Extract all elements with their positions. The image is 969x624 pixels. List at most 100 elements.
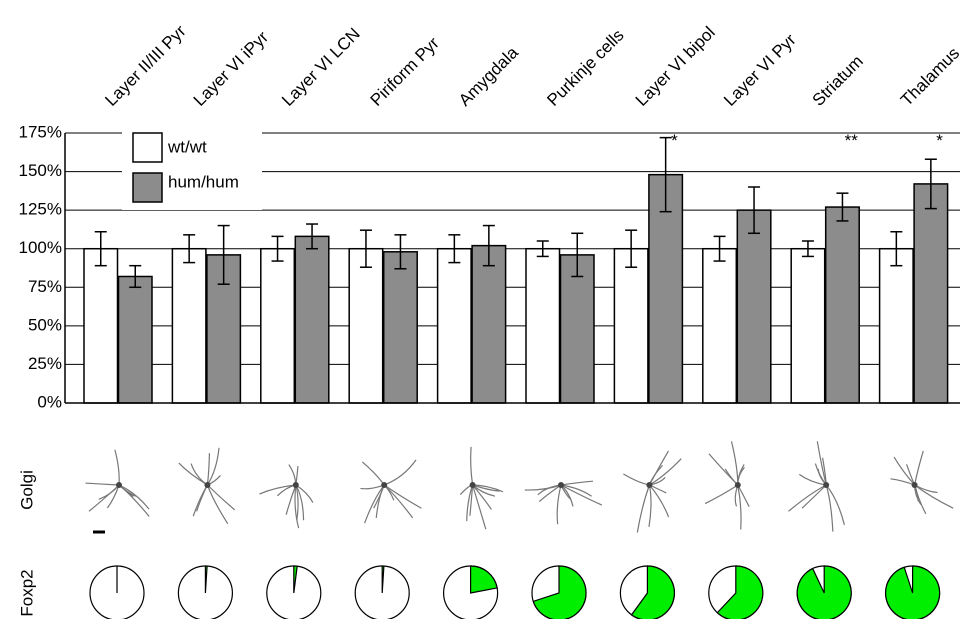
golgi-neuron <box>179 448 235 524</box>
y-tick-label: 175% <box>19 122 62 141</box>
dendrite <box>557 485 561 524</box>
bar <box>880 249 914 403</box>
x-tick-label: Layer VI LCN <box>278 24 364 110</box>
dendrite <box>360 485 384 489</box>
bar <box>438 249 472 403</box>
soma <box>823 482 829 488</box>
golgi-neuron <box>705 441 749 529</box>
dendrite <box>85 483 119 485</box>
dendrite <box>207 485 234 510</box>
dendrite <box>738 464 744 485</box>
bar <box>703 249 737 403</box>
bar <box>172 249 206 403</box>
bar <box>791 249 825 403</box>
legend-label: hum/hum <box>168 172 239 191</box>
golgi-neuron <box>789 441 845 531</box>
chart: Golgi Foxp2 0% 25% 50% 75% 100% 125% 150% 175% L… <box>0 0 969 619</box>
x-tick-label: Layer VI Pyr <box>720 30 800 110</box>
legend-label: wt/wt <box>167 137 207 156</box>
soma <box>646 482 652 488</box>
dendrite <box>561 481 593 485</box>
x-tick-label: Amygdala <box>455 43 522 110</box>
dendrite <box>207 453 209 485</box>
dendrite <box>473 485 492 509</box>
golgi-neuron <box>85 450 149 517</box>
dendrite <box>286 485 296 515</box>
dendrite <box>119 485 149 516</box>
y-tick-label: 100% <box>19 238 62 257</box>
soma <box>204 482 210 488</box>
dendrite <box>89 485 119 511</box>
soma <box>735 482 741 488</box>
dendrite <box>471 447 473 485</box>
dendrite <box>826 485 844 525</box>
bar <box>472 246 506 403</box>
bar <box>914 184 948 403</box>
golgi-neuron <box>360 460 421 523</box>
dendrite <box>207 485 227 524</box>
legend-swatch <box>133 133 162 162</box>
dendrite <box>915 451 924 485</box>
dendrite <box>384 485 412 518</box>
soma <box>116 482 122 488</box>
legend-swatch <box>133 173 162 202</box>
soma <box>470 482 476 488</box>
golgi-neuron <box>525 481 602 524</box>
dendrite <box>637 485 649 533</box>
soma <box>293 482 299 488</box>
dendrite <box>725 469 738 485</box>
x-tick-label: Thalamus <box>897 44 963 110</box>
bar <box>261 249 295 403</box>
dendrite <box>374 485 385 508</box>
x-tick-label: Piriform Pyr <box>367 33 443 109</box>
dendrite <box>826 485 833 532</box>
y-tick-label: 125% <box>19 200 62 219</box>
pie-slice <box>797 566 851 619</box>
dendrite <box>738 485 741 529</box>
golgi-neuron <box>460 447 503 529</box>
dendrite <box>894 457 915 485</box>
dendrite <box>115 450 119 485</box>
foxp2-label: Foxp2 <box>17 569 36 616</box>
dendrite <box>191 464 207 485</box>
dendrite <box>623 474 649 485</box>
dendrite <box>473 485 486 529</box>
dendrite <box>362 462 384 485</box>
x-tick-label: Layer II/III Pyr <box>101 21 189 109</box>
significance: * <box>671 131 678 150</box>
dendrite <box>802 485 826 508</box>
bar <box>526 249 560 403</box>
y-tick-label: 75% <box>28 277 62 296</box>
dendrite <box>890 479 914 485</box>
dendrite <box>705 485 738 504</box>
significance: ** <box>845 131 859 150</box>
golgi-neuron <box>259 465 312 529</box>
x-tick-label: Layer VI iPyr <box>190 27 272 109</box>
y-tick-label: 50% <box>28 315 62 334</box>
dendrite <box>289 465 296 485</box>
pie-slice <box>886 566 940 619</box>
dendrite <box>789 485 827 511</box>
golgi-label: Golgi <box>17 470 36 510</box>
dendrite <box>735 485 738 506</box>
y-tick-label: 0% <box>37 392 62 411</box>
dendrite <box>915 485 938 493</box>
bar <box>384 252 418 403</box>
significance: * <box>936 131 943 150</box>
dendrite <box>107 485 119 508</box>
dendrite <box>907 464 915 485</box>
y-tick-label: 25% <box>28 354 62 373</box>
x-tick-label: Layer VI bipol <box>632 23 719 110</box>
y-tick-label: 150% <box>19 161 62 180</box>
bar <box>737 210 771 403</box>
bar <box>614 249 648 403</box>
golgi-neuron <box>890 451 953 514</box>
x-tick-label: Striatum <box>809 52 867 110</box>
bar <box>826 207 860 403</box>
soma <box>912 482 918 488</box>
soma <box>381 482 387 488</box>
dendrite <box>384 460 416 485</box>
x-tick-label: Purkinje cells <box>543 26 627 110</box>
dendrite <box>649 485 651 527</box>
bar <box>295 236 329 403</box>
